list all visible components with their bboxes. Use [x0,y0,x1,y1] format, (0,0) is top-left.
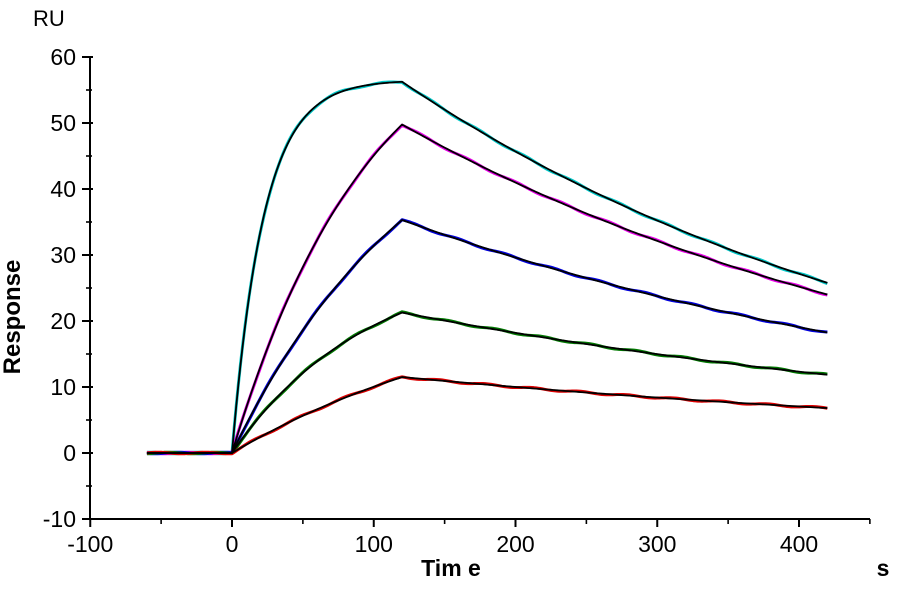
x-tick-label: 100 [355,531,393,557]
x-axis-unit-label: s [877,555,890,581]
x-tick-label: -100 [67,531,113,557]
fit-line-trace-5-lowest-conc [146,376,828,454]
fit-line-trace-2 [146,123,828,454]
y-tick-label: 20 [50,308,76,334]
x-tick-label: 0 [226,531,239,557]
fit-line-trace-3 [146,219,828,454]
y-tick-label: -10 [43,506,76,532]
y-tick-label: 10 [50,374,76,400]
y-axis-title: Response [0,260,26,375]
x-tick-label: 300 [638,531,676,557]
y-tick-label: 30 [50,242,76,268]
y-axis-unit-label: RU [33,6,65,31]
fit-line-trace-1-highest-conc [146,80,828,454]
fit-line-trace-4 [146,311,828,454]
axes-group [82,56,871,527]
y-tick-label: 60 [50,44,76,70]
x-tick-label: 400 [780,531,818,557]
y-tick-label: 0 [63,440,76,466]
y-tick-label: 40 [50,176,76,202]
x-tick-label: 200 [496,531,534,557]
curves-group [146,80,828,456]
x-axis-title: Tim e [421,555,481,581]
y-tick-label: 50 [50,110,76,136]
